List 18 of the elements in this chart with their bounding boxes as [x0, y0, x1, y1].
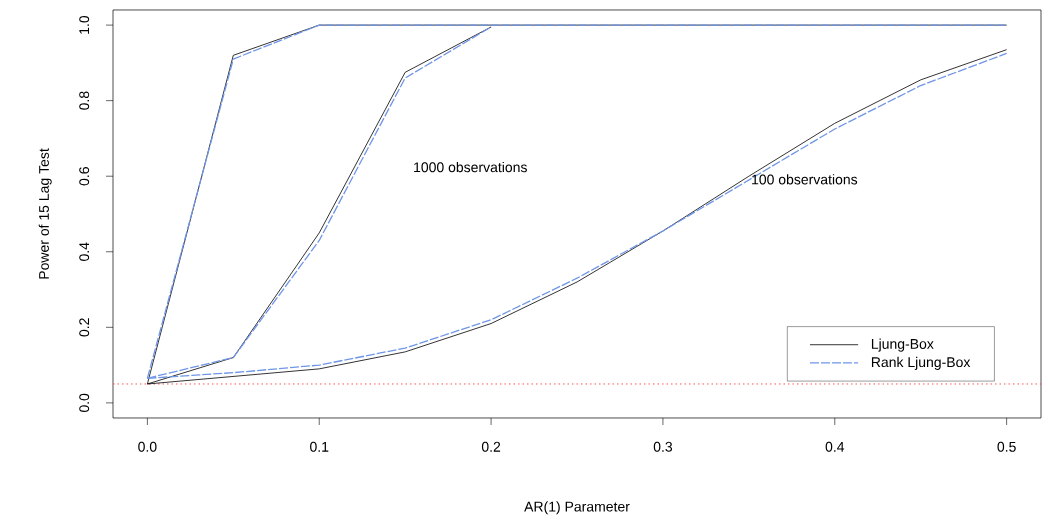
x-tick-label: 0.3	[653, 441, 673, 452]
y-tick-label: 0.8	[79, 91, 90, 110]
legend-label: Ljung-Box	[871, 338, 934, 352]
x-tick-label: 0.1	[310, 441, 329, 452]
x-tick-label: 0.2	[481, 441, 501, 452]
legend-label: Rank Ljung-Box	[871, 356, 971, 370]
x-tick-label: 0.0	[138, 441, 157, 452]
annotation: 1000 observations	[414, 161, 527, 173]
y-tick-label: 0.2	[79, 318, 90, 337]
y-axis-title: Power of 15 Lag Test	[38, 148, 52, 279]
annotation: 100 observations	[752, 174, 858, 185]
y-tick-label: 0.0	[79, 393, 90, 413]
x-tick-label: 0.5	[997, 441, 1016, 452]
x-tick-label: 0.4	[825, 441, 845, 452]
y-tick-label: 0.6	[79, 167, 90, 186]
x-axis-title: AR(1) Parameter	[524, 501, 630, 515]
y-tick-label: 1.0	[79, 15, 90, 34]
y-tick-label: 0.4	[79, 242, 90, 261]
